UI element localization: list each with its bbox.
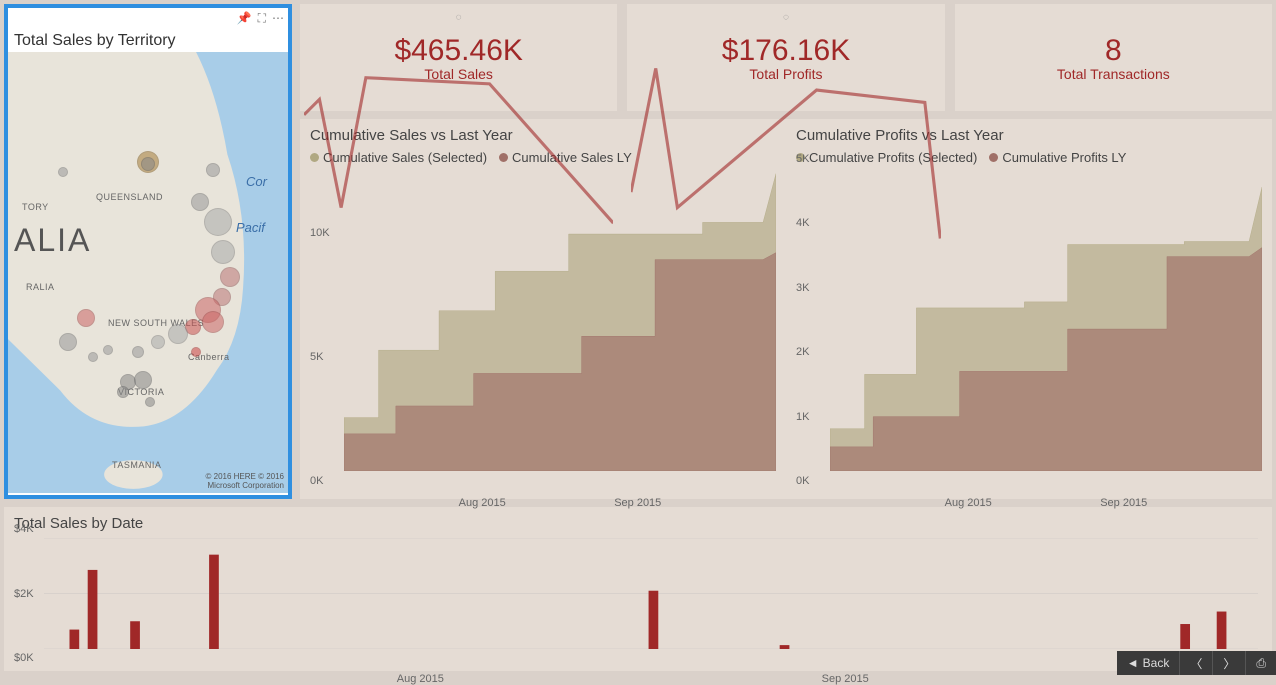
chart-legend: Cumulative Sales (Selected) Cumulative Sa… (310, 150, 776, 165)
map-visual[interactable]: 📌 ⛶ ⋯ Total Sales by Territory ALIA QUEE… (4, 4, 292, 499)
map-bubble[interactable] (202, 311, 224, 333)
bar-chart-card[interactable]: Total Sales by Date $0K$2K$4KAug 2015Sep… (4, 507, 1272, 671)
legend-dot-icon (989, 153, 998, 162)
chart-legend: Cumulative Profits (Selected) Cumulative … (796, 150, 1262, 165)
chart-title: Cumulative Sales vs Last Year (310, 127, 776, 144)
map-title: Total Sales by Territory (8, 28, 288, 52)
y-axis-tick: 0K (310, 475, 323, 487)
y-axis-tick: 2K (796, 346, 809, 358)
kpi-label: Total Profits (749, 66, 822, 82)
kpi-card[interactable]: ◌ $465.46KTotal Sales (300, 4, 617, 111)
map-region-label: QUEENSLAND (96, 192, 163, 202)
footer-nav: ◄ Back 〈 〉 ⎙ (1117, 651, 1276, 675)
area-chart[interactable]: Cumulative Profits vs Last Year Cumulativ… (796, 127, 1262, 491)
chart-plot-area: 0K1K2K3K4K5KAug 2015Sep 2015 (796, 169, 1262, 491)
map-bubble[interactable] (206, 163, 220, 177)
map-region-label: TASMANIA (112, 460, 161, 470)
map-bubble[interactable] (117, 386, 129, 398)
legend-item[interactable]: Cumulative Profits (Selected) (796, 150, 977, 165)
y-axis-tick: 4K (796, 217, 809, 229)
more-icon[interactable]: ⋯ (272, 11, 284, 26)
map-bubble[interactable] (141, 157, 155, 171)
bar-chart-title: Total Sales by Date (14, 515, 1262, 532)
y-axis-tick: 0K (796, 475, 809, 487)
map-bubble[interactable] (191, 347, 201, 357)
area-chart[interactable]: Cumulative Sales vs Last Year Cumulative … (310, 127, 776, 491)
y-axis-tick: 1K (796, 411, 809, 423)
legend-item[interactable]: Cumulative Sales (Selected) (310, 150, 487, 165)
map-water-label: Pacif (236, 220, 265, 235)
map-bubble[interactable] (88, 352, 98, 362)
legend-dot-icon (310, 153, 319, 162)
print-button[interactable]: ⎙ (1245, 651, 1276, 675)
y-axis-tick: $2K (14, 588, 34, 600)
chart-plot-area: 0K5K10KAug 2015Sep 2015 (310, 169, 776, 491)
x-axis-tick: Sep 2015 (614, 497, 661, 509)
map-canvas[interactable]: ALIA QUEENSLANDTORYRALIANEW SOUTH WALESV… (8, 52, 288, 493)
x-axis-tick: Aug 2015 (945, 497, 992, 509)
kpi-value: $176.16K (722, 34, 850, 68)
chevron-right-icon: 〉 (1223, 655, 1235, 672)
map-bubble[interactable] (77, 309, 95, 327)
map-bubble[interactable] (58, 167, 68, 177)
y-axis-tick: $4K (14, 523, 34, 535)
y-axis-tick: 3K (796, 282, 809, 294)
map-water-label: Cor (246, 174, 267, 189)
y-axis-tick: $0K (14, 652, 34, 664)
kpi-label: Total Sales (424, 66, 492, 82)
y-axis-tick: 10K (310, 227, 330, 239)
focus-icon[interactable]: ⛶ (258, 11, 266, 26)
back-icon: ◄ (1127, 656, 1139, 670)
map-bubble[interactable] (211, 240, 235, 264)
legend-item[interactable]: Cumulative Sales LY (499, 150, 632, 165)
map-attribution: © 2016 HERE © 2016 Microsoft Corporation (206, 473, 285, 491)
map-bubble[interactable] (204, 208, 232, 236)
loading-icon: ◌ (783, 12, 789, 23)
map-bubble[interactable] (134, 371, 152, 389)
pin-icon[interactable]: 📌 (237, 11, 252, 26)
legend-item[interactable]: Cumulative Profits LY (989, 150, 1126, 165)
map-bubble[interactable] (145, 397, 155, 407)
map-bubble[interactable] (103, 345, 113, 355)
y-axis-tick: 5K (796, 153, 809, 165)
kpi-value: $465.46K (394, 34, 522, 68)
map-bubble[interactable] (168, 324, 188, 344)
map-bubble[interactable] (151, 335, 165, 349)
x-axis-tick: Aug 2015 (459, 497, 506, 509)
legend-dot-icon (499, 153, 508, 162)
map-bubble[interactable] (220, 267, 240, 287)
kpi-card[interactable]: 8Total Transactions (955, 4, 1272, 111)
chart-title: Cumulative Profits vs Last Year (796, 127, 1262, 144)
kpi-label: Total Transactions (1057, 66, 1170, 82)
map-bubble[interactable] (132, 346, 144, 358)
map-bubble[interactable] (191, 193, 209, 211)
prev-page-button[interactable]: 〈 (1179, 651, 1212, 675)
map-country-label: ALIA (14, 222, 91, 259)
back-button[interactable]: ◄ Back (1117, 651, 1180, 675)
x-axis-tick: Sep 2015 (1100, 497, 1147, 509)
next-page-button[interactable]: 〉 (1212, 651, 1245, 675)
kpi-value: 8 (1105, 34, 1122, 68)
map-bubble[interactable] (59, 333, 77, 351)
kpi-card[interactable]: ◌ $176.16KTotal Profits (627, 4, 944, 111)
print-icon: ⎙ (1256, 656, 1266, 671)
chevron-left-icon: 〈 (1190, 655, 1202, 672)
y-axis-tick: 5K (310, 351, 323, 363)
map-region-label: RALIA (26, 282, 55, 292)
loading-icon: ◌ (456, 12, 462, 23)
map-region-label: TORY (22, 202, 49, 212)
